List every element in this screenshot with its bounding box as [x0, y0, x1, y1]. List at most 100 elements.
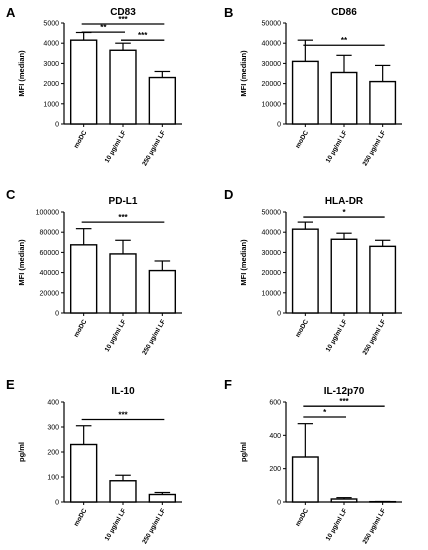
y-tick-label: 0 [277, 500, 281, 507]
y-tick-label: 50000 [262, 21, 282, 28]
y-tick-label: 100 [47, 475, 59, 482]
y-axis-label: pg/ml [17, 442, 26, 462]
bar [330, 498, 358, 503]
y-tick-label: 10000 [262, 101, 282, 108]
x-tick-label: 10 µg/ml LF [104, 507, 128, 542]
y-tick-label: 40000 [262, 230, 282, 237]
x-tick-label: 250 µg/ml LF [141, 318, 167, 356]
y-tick-label: 4000 [43, 41, 59, 48]
x-tick-label: 10 µg/ml LF [104, 318, 128, 353]
y-tick-label: 10000 [262, 290, 282, 297]
x-tick-label: moDC [294, 318, 310, 338]
bar [69, 39, 98, 125]
panel-e: E IL-10 pg/ml 0 100 200 300 400 moDC 10 µg/ml LF 2… [6, 377, 182, 545]
x-tick-label: 250 µg/ml LF [362, 318, 388, 356]
chart-title: HLA-DR [325, 196, 364, 207]
bar [148, 269, 177, 314]
panel-d: D HLA-DR MFI (median) 0 10000 20000 30000 40000… [224, 187, 402, 356]
x-tick-label: 10 µg/ml LF [325, 507, 349, 542]
x-tick-label: 10 µg/ml LF [325, 318, 349, 353]
significance-label: *** [339, 397, 349, 406]
y-tick-label: 100000 [36, 210, 59, 217]
y-axis-label: MFI (median) [17, 50, 26, 97]
bar [69, 244, 98, 314]
x-tick-label: 250 µg/ml LF [362, 129, 388, 167]
y-tick-label: 50000 [262, 210, 282, 217]
bar [291, 60, 319, 125]
significance-label: ** [100, 23, 107, 32]
panel-letter: E [6, 377, 15, 392]
x-tick-label: 10 µg/ml LF [325, 129, 349, 164]
x-tick-label: 250 µg/ml LF [141, 129, 167, 167]
y-tick-label: 300 [47, 425, 59, 432]
bar [330, 238, 358, 314]
bar [69, 443, 98, 503]
y-tick-label: 30000 [262, 61, 282, 68]
y-tick-label: 0 [277, 122, 281, 129]
y-tick-label: 30000 [262, 250, 282, 257]
bar [291, 456, 319, 503]
y-tick-label: 200 [269, 466, 281, 473]
bar [109, 253, 137, 314]
y-tick-label: 5000 [43, 21, 59, 28]
x-tick-label: moDC [73, 507, 89, 527]
x-tick-label: 10 µg/ml LF [104, 129, 128, 164]
significance-label: *** [118, 411, 128, 420]
y-axis-label: MFI (median) [239, 50, 248, 97]
chart-title: IL-10 [111, 386, 135, 397]
x-tick-label: moDC [73, 318, 89, 338]
y-axis-label: pg/ml [239, 442, 248, 462]
panel-a: A CD83 MFI (median) 0 1000 2000 3000 4000 5000 mo… [6, 5, 182, 167]
bar [148, 493, 177, 503]
y-tick-label: 600 [269, 400, 281, 407]
y-tick-label: 0 [55, 122, 59, 129]
chart-title: IL-12p70 [324, 386, 365, 397]
y-tick-label: 60000 [40, 250, 60, 257]
panel-letter: D [224, 187, 233, 202]
bar [109, 480, 137, 503]
panel-b: B CD86 MFI (median) 0 10000 20000 30000 40000 50… [224, 5, 402, 167]
chart-title: CD86 [331, 7, 357, 18]
x-tick-label: moDC [73, 129, 89, 149]
y-tick-label: 2000 [43, 81, 59, 88]
significance-label: *** [118, 213, 128, 222]
bar [369, 245, 397, 314]
y-tick-label: 40000 [262, 41, 282, 48]
bar [148, 76, 177, 125]
y-tick-label: 0 [55, 500, 59, 507]
x-tick-label: 250 µg/ml LF [141, 507, 167, 545]
y-tick-label: 3000 [43, 61, 59, 68]
x-tick-label: 250 µg/ml LF [362, 507, 388, 545]
panel-letter: B [224, 5, 233, 20]
chart-title: CD83 [110, 7, 136, 18]
y-tick-label: 200 [47, 450, 59, 457]
y-tick-label: 20000 [262, 270, 282, 277]
significance-label: *** [118, 15, 128, 24]
significance-label: * [323, 408, 327, 417]
bar [109, 49, 137, 125]
y-tick-label: 20000 [40, 290, 60, 297]
x-tick-label: moDC [294, 507, 310, 527]
panel-letter: A [6, 5, 16, 20]
panel-f: F IL-12p70 pg/ml 0 200 400 600 moDC 10 µg/ml LF 2… [224, 377, 402, 545]
y-tick-label: 400 [47, 400, 59, 407]
panel-letter: C [6, 187, 16, 202]
x-tick-label: moDC [294, 129, 310, 149]
chart-title: PD-L1 [109, 196, 138, 207]
significance-label: *** [138, 31, 148, 40]
bar [330, 71, 358, 125]
y-tick-label: 80000 [40, 230, 60, 237]
y-tick-label: 400 [269, 433, 281, 440]
y-tick-label: 40000 [40, 270, 60, 277]
y-axis-label: MFI (median) [17, 239, 26, 286]
y-axis-label: MFI (median) [239, 239, 248, 286]
panel-c: C PD-L1 MFI (median) 0 20000 40000 60000 80000 1… [6, 187, 182, 356]
bar [369, 80, 397, 125]
bar [291, 228, 319, 314]
y-tick-label: 0 [277, 311, 281, 318]
significance-label: * [342, 208, 346, 217]
panel-letter: F [224, 377, 232, 392]
y-tick-label: 20000 [262, 81, 282, 88]
y-tick-label: 0 [55, 311, 59, 318]
